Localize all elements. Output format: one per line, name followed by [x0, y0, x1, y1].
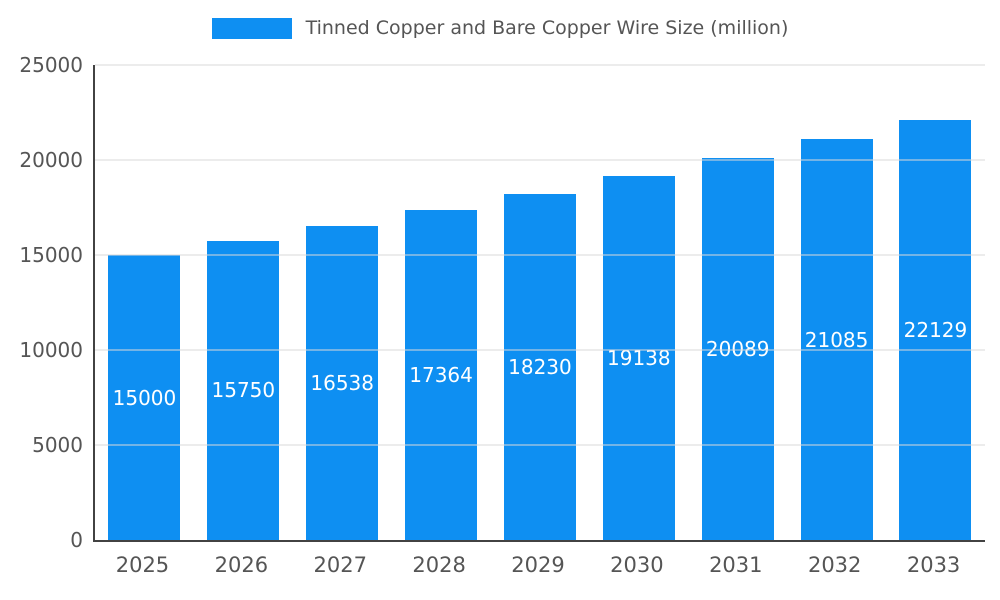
x-axis: 2025 2026 2027 2028 2029 2030 2031 2032 2033	[93, 553, 983, 577]
y-tick-label: 10000	[19, 338, 83, 362]
y-axis: 0 5000 10000 15000 20000 25000	[0, 53, 83, 552]
gridline	[95, 254, 985, 256]
y-tick-label: 15000	[19, 243, 83, 267]
bar-value-label: 16538	[310, 370, 374, 395]
x-tick-label: 2025	[115, 553, 170, 577]
bar-2031: 20089	[701, 158, 774, 540]
bar-value-label: 17364	[409, 363, 473, 388]
bar-2028: 17364	[405, 210, 478, 540]
bar-value-label: 18230	[508, 354, 572, 379]
bar-value-label: 15750	[211, 378, 276, 403]
bar-2030: 19138	[602, 176, 675, 540]
x-tick-label: 2028	[412, 553, 466, 577]
plot-area: 15000 15750 16538 17364 18230 19138 20089 21085…	[93, 64, 985, 542]
x-tick-label: 2026	[214, 553, 269, 577]
bar-2025: 15000	[108, 255, 181, 540]
bar-2029: 18230	[503, 193, 576, 540]
chart-legend: Tinned Copper and Bare Copper Wire Size …	[0, 17, 1000, 39]
y-tick-label: 20000	[19, 148, 83, 172]
bar-2032: 21085	[800, 139, 873, 540]
bar-2026: 15750	[207, 240, 280, 540]
bar-value-label: 20089	[705, 337, 770, 362]
y-tick-label: 25000	[19, 53, 83, 77]
y-tick-label: 0	[70, 528, 83, 552]
y-tick-label: 5000	[32, 433, 83, 457]
x-tick-label: 2032	[807, 553, 862, 577]
bar-value-label: 22129	[903, 317, 968, 342]
x-tick-label: 2029	[511, 553, 565, 577]
gridline	[95, 444, 985, 446]
bar-2033: 22129	[899, 119, 972, 540]
bar-2027: 16538	[306, 225, 379, 540]
bar-value-label: 21085	[804, 327, 869, 352]
gridline	[95, 64, 985, 66]
chart-title: Tinned Copper and Bare Copper Wire Size …	[305, 17, 789, 39]
x-tick-label: 2027	[313, 553, 367, 577]
bars-container: 15000 15750 16538 17364 18230 19138 20089 21085…	[95, 65, 985, 540]
legend-swatch	[211, 17, 292, 39]
bar-value-label: 15000	[112, 385, 177, 410]
gridline	[95, 159, 985, 161]
gridline	[95, 349, 985, 351]
x-tick-label: 2030	[610, 553, 664, 577]
x-tick-label: 2031	[709, 553, 763, 577]
x-tick-label: 2033	[906, 553, 961, 577]
